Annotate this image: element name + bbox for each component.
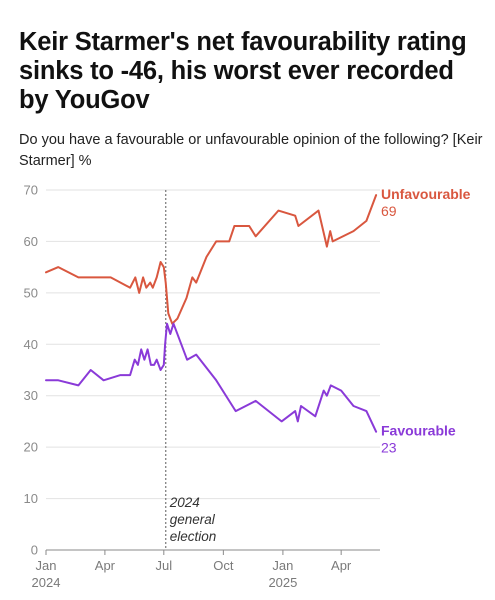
x-tick-year-label: 2024 — [32, 575, 61, 590]
x-tick-label: Jan — [272, 558, 293, 573]
x-tick-label: Apr — [331, 558, 352, 573]
election-marker: 2024 general election — [165, 190, 217, 550]
y-axis-ticks: 0 10 20 30 40 50 60 70 — [24, 183, 38, 558]
series-value-unfavourable: 69 — [381, 203, 397, 219]
series-line-favourable — [45, 322, 378, 433]
x-axis-ticks: Jan 2024 Apr Jul Oct Jan 2025 Apr — [32, 550, 352, 590]
x-tick-label: Jul — [155, 558, 172, 573]
series-label-unfavourable: Unfavourable — [381, 186, 471, 202]
series-value-favourable: 23 — [381, 440, 397, 456]
y-tick-label: 0 — [31, 543, 38, 558]
election-annotation-label: 2024 — [169, 495, 200, 510]
y-tick-label: 70 — [24, 183, 38, 198]
y-tick-label: 60 — [24, 234, 38, 249]
series-lines — [45, 194, 378, 433]
series-label-favourable: Favourable — [381, 423, 456, 439]
election-annotation-label: election — [170, 529, 217, 544]
y-tick-label: 30 — [24, 388, 38, 403]
x-tick-label: Jan — [36, 558, 57, 573]
gridlines — [46, 189, 380, 551]
x-tick-year-label: 2025 — [268, 575, 297, 590]
y-tick-label: 50 — [24, 285, 38, 300]
x-tick-label: Oct — [213, 558, 234, 573]
y-tick-label: 20 — [24, 440, 38, 455]
x-tick-label: Apr — [95, 558, 116, 573]
chart-subtitle: Do you have a favourable or unfavourable… — [19, 132, 483, 169]
series-line-unfavourable — [45, 194, 378, 325]
y-tick-label: 40 — [24, 337, 38, 352]
election-annotation-label: general — [170, 512, 216, 527]
chart-title: Keir Starmer's net favourability rating … — [19, 28, 467, 114]
y-tick-label: 10 — [24, 491, 38, 506]
